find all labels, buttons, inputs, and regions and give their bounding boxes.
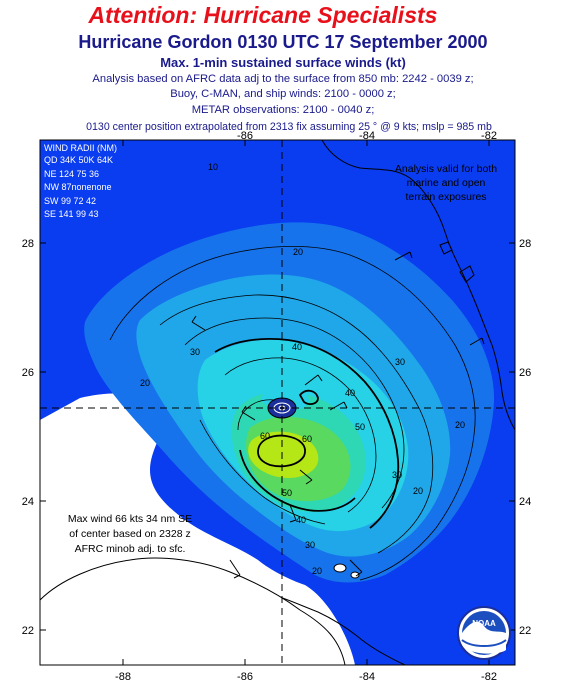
noaa-logo-text: NOAA	[472, 619, 496, 628]
lat-tick-right: 22	[519, 625, 531, 637]
wind-radii-header: QD 34K 50K 64K	[44, 155, 113, 165]
contour-label-30: 30	[190, 347, 200, 357]
gulf-islands	[40, 557, 360, 665]
contour-label-60: 60	[260, 431, 270, 441]
info-line-buoy: Buoy, C-MAN, and ship winds: 2100 - 0000…	[170, 88, 396, 100]
axis-tick-marks	[40, 140, 515, 665]
wind-contours	[109, 245, 476, 581]
max-wind-line: AFRC minob adj. to sfc.	[75, 543, 186, 555]
contour-label-50: 50	[282, 488, 292, 498]
max-wind-note: Max wind 66 kts 34 nm SE of center based…	[68, 513, 192, 555]
lon-tick-bottom: -88	[115, 671, 131, 682]
lat-tick-left: 24	[22, 496, 34, 508]
contour-label-20: 20	[312, 566, 322, 576]
lon-tick-bottom: -84	[359, 671, 375, 682]
contour-label-10: 10	[208, 162, 218, 172]
lon-tick-top: -84	[359, 130, 375, 142]
contour-label-40: 40	[292, 342, 302, 352]
contour-label-50: 50	[355, 422, 365, 432]
page-subtitle: Max. 1-min sustained surface winds (kt)	[160, 55, 406, 70]
noaa-logo: NOAA	[457, 606, 511, 660]
analysis-valid-note: Analysis valid for both marine and open …	[395, 163, 497, 203]
map-frame	[39, 139, 516, 666]
info-line-aircraft: Analysis based on AFRC data adj to the s…	[92, 73, 474, 85]
lon-tick-bottom: -86	[237, 671, 253, 682]
lat-tick-right: 28	[519, 238, 531, 250]
wind-radii-table: WIND RADII (NM) QD 34K 50K 64K NE 124 75…	[44, 143, 117, 219]
contour-label-20: 20	[455, 420, 465, 430]
analysis-valid-line: Analysis valid for both	[395, 163, 497, 175]
info-line-metar: METAR observations: 2100 - 0040 z;	[191, 104, 375, 116]
wind-radii-row: SW 99 72 42	[44, 196, 96, 206]
wind-radii-row: NW 87nonenone	[44, 182, 112, 192]
lat-tick-left: 28	[22, 238, 34, 250]
max-wind-line: of center based on 2328 z	[69, 528, 190, 540]
contour-label-20: 20	[140, 378, 150, 388]
lon-tick-top: -86	[237, 130, 253, 142]
wind-contours-bold	[214, 338, 400, 529]
lat-tick-right: 26	[519, 367, 531, 379]
lat-tick-right: 24	[519, 496, 531, 508]
wind-radii-row: SE 141 99 43	[44, 209, 99, 219]
analysis-valid-line: terrain exposures	[405, 191, 486, 203]
contour-label-20: 20	[293, 247, 303, 257]
attention-heading: Attention: Hurricane Specialists	[88, 2, 438, 28]
lat-tick-left: 22	[22, 625, 34, 637]
contour-label-30: 30	[305, 540, 315, 550]
analysis-valid-line: marine and open	[407, 177, 486, 189]
wind-radii-row: NE 124 75 36	[44, 169, 99, 179]
max-wind-line: Max wind 66 kts 34 nm SE	[68, 513, 192, 525]
contour-label-30: 30	[395, 357, 405, 367]
contour-label-40: 40	[296, 515, 306, 525]
wind-barbs	[191, 251, 485, 579]
lon-tick-top: -82	[481, 130, 497, 142]
contour-label-60: 60	[302, 434, 312, 444]
contour-label-20: 20	[413, 486, 423, 496]
info-line-center: 0130 center position extrapolated from 2…	[86, 121, 492, 133]
page-title: Hurricane Gordon 0130 UTC 17 September 2…	[78, 32, 488, 52]
lon-tick-bottom: -82	[481, 671, 497, 682]
wind-radii-title: WIND RADII (NM)	[44, 143, 117, 153]
contour-label-40: 40	[345, 388, 355, 398]
contour-label-30: 30	[392, 470, 402, 480]
lat-tick-left: 26	[22, 367, 34, 379]
